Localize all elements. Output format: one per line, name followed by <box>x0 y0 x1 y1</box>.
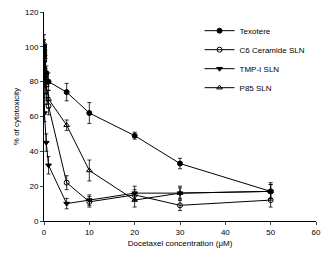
svg-text:40: 40 <box>29 147 38 156</box>
svg-text:60: 60 <box>29 112 38 121</box>
svg-text:TMP-I SLN: TMP-I SLN <box>240 65 280 74</box>
svg-text:% of cytotoxicity: % of cytotoxicity <box>12 88 21 145</box>
svg-text:120: 120 <box>25 8 39 17</box>
svg-text:P85 SLN: P85 SLN <box>240 84 272 93</box>
svg-text:60: 60 <box>312 228 321 237</box>
svg-text:50: 50 <box>266 228 275 237</box>
svg-text:20: 20 <box>130 228 139 237</box>
svg-text:100: 100 <box>25 43 39 52</box>
svg-text:0: 0 <box>34 217 39 226</box>
svg-text:10: 10 <box>85 228 94 237</box>
svg-text:80: 80 <box>29 77 38 86</box>
svg-text:40: 40 <box>221 228 230 237</box>
svg-text:20: 20 <box>29 182 38 191</box>
svg-text:C6 Ceramide SLN: C6 Ceramide SLN <box>240 46 305 55</box>
svg-text:30: 30 <box>176 228 185 237</box>
svg-text:0: 0 <box>42 228 47 237</box>
svg-text:Texotere: Texotere <box>240 27 271 36</box>
svg-text:Docetaxel concentration (μM): Docetaxel concentration (μM) <box>128 239 233 248</box>
